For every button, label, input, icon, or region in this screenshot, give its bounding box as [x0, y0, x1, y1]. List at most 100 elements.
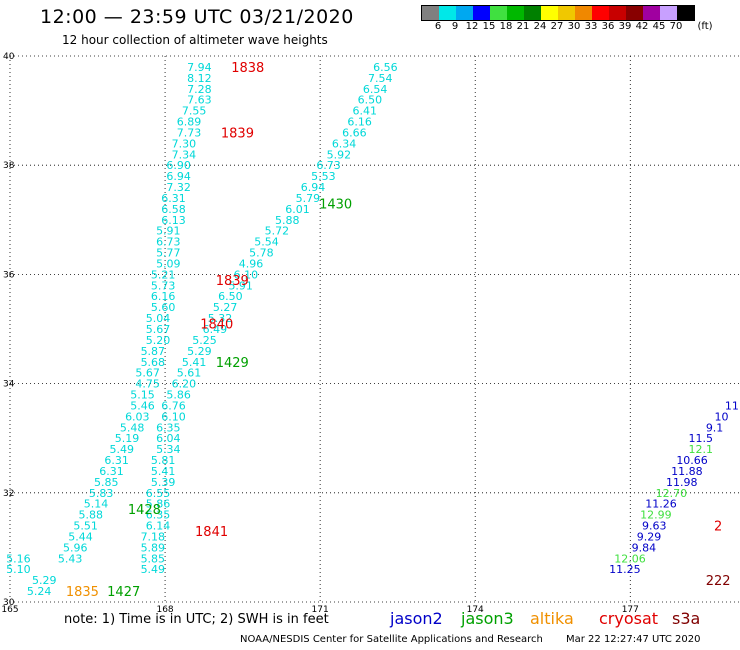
- legend-unit: (ft): [697, 21, 713, 32]
- swh-value: 5.34: [156, 443, 181, 456]
- swh-value: 5.20: [146, 334, 171, 347]
- legend-swatch: [456, 6, 473, 20]
- swh-value: 5.88: [275, 214, 300, 227]
- pass-time-label: 1838: [231, 61, 264, 76]
- legend-swatch: [473, 6, 490, 20]
- swh-value: 5.27: [213, 301, 238, 314]
- swh-value: 6.31: [104, 454, 129, 467]
- swh-value: 5.41: [151, 465, 176, 478]
- swh-value: 5.87: [141, 345, 166, 358]
- swh-value: 6.35: [156, 421, 181, 434]
- swh-value: 5.04: [146, 312, 171, 325]
- swh-value: 6.10: [161, 410, 186, 423]
- swh-value: 9.1: [706, 421, 724, 434]
- legend-label: 45: [652, 21, 666, 32]
- lat-tick-label: 36: [3, 270, 15, 280]
- swh-value: 6.50: [358, 94, 383, 107]
- swh-value: 6.16: [347, 116, 372, 129]
- legend-label: 36: [601, 21, 615, 32]
- swh-value: 5.89: [141, 541, 166, 554]
- swh-value: 5.67: [146, 323, 171, 336]
- swh-value: 10: [714, 410, 728, 423]
- pass-time-label: 2: [714, 520, 722, 535]
- swh-value: 6.94: [166, 170, 191, 183]
- legend-swatch: [626, 6, 643, 20]
- swh-value: 6.66: [342, 126, 367, 139]
- swh-value: 7.30: [172, 137, 197, 150]
- legend-label: 42: [635, 21, 649, 32]
- swh-value: 5.29: [187, 345, 212, 358]
- swh-value: 6.14: [146, 520, 171, 533]
- swh-value: 6.76: [161, 399, 186, 412]
- swh-value: 5.61: [177, 367, 202, 380]
- swh-value: 6.31: [99, 465, 124, 478]
- swh-value: 7.73: [177, 126, 202, 139]
- pass-time-label: 1841: [195, 525, 228, 540]
- legend-swatch: [609, 6, 626, 20]
- legend-swatch: [439, 6, 456, 20]
- satellite-legend-s3a: s3a: [672, 609, 701, 628]
- pass-time-label: 1427: [107, 585, 140, 600]
- legend-swatch: [558, 6, 575, 20]
- swh-value: 5.96: [63, 541, 88, 554]
- swh-value: 7.32: [166, 181, 191, 194]
- swh-value: 6.03: [125, 410, 150, 423]
- swh-value: 6.01: [285, 203, 310, 216]
- satellite-legend-altika: altika: [530, 609, 574, 628]
- pass-time-label: 222: [706, 574, 731, 589]
- lon-tick-label: 165: [1, 605, 18, 615]
- swh-value: 6.55: [146, 487, 171, 500]
- swh-value: 7.18: [141, 530, 166, 543]
- pass-time-label: 1840: [200, 318, 233, 333]
- swh-value: 6.13: [161, 214, 186, 227]
- lat-tick-label: 32: [3, 489, 14, 499]
- pass-time-label: 1428: [128, 503, 161, 518]
- swh-value: 6.49: [203, 323, 228, 336]
- swh-value: 7.34: [172, 148, 197, 161]
- swh-value: 5.29: [32, 574, 57, 587]
- legend-swatch: [575, 6, 592, 20]
- legend-label: 27: [550, 21, 564, 32]
- swh-value: 5.10: [6, 563, 31, 576]
- generated-timestamp: Mar 22 12:27:47 UTC 2020: [566, 634, 701, 645]
- swh-value: 11.88: [671, 465, 703, 478]
- swh-value: 5.72: [265, 225, 290, 238]
- swh-value: 6.10: [234, 268, 259, 281]
- satellite-legend-cryosat: cryosat: [599, 609, 659, 628]
- swh-value: 12.70: [656, 487, 688, 500]
- legend-label: 12: [465, 21, 479, 32]
- map-title: 12:00 — 23:59 UTC 03/21/2020: [40, 6, 354, 28]
- swh-value: 5.67: [135, 367, 160, 380]
- swh-value: 5.68: [141, 356, 166, 369]
- swh-value: 12.99: [640, 509, 672, 522]
- swh-value: 5.41: [182, 356, 207, 369]
- swh-value: 4.96: [239, 257, 264, 270]
- swh-value: 6.94: [301, 181, 326, 194]
- legend-label: 9: [451, 21, 459, 32]
- swh-value: 5.15: [130, 389, 155, 402]
- legend-label: 39: [618, 21, 632, 32]
- swh-value: 5.86: [146, 498, 171, 511]
- swh-value: 5.21: [151, 268, 176, 281]
- swh-value: 5.39: [151, 476, 176, 489]
- swh-value: 6.35: [146, 509, 171, 522]
- swh-value: 5.92: [327, 148, 352, 161]
- swh-value: 5.14: [84, 498, 109, 511]
- swh-value: 5.25: [192, 334, 217, 347]
- color-legend-bar: [421, 5, 695, 21]
- lat-tick-label: 30: [3, 598, 15, 608]
- swh-value: 11.25: [609, 563, 641, 576]
- swh-value: 5.60: [151, 301, 176, 314]
- swh-value: 6.58: [161, 203, 186, 216]
- pass-time-label: 1429: [216, 356, 249, 371]
- legend-label: 6: [434, 21, 442, 32]
- legend-label: 18: [499, 21, 513, 32]
- pass-time-label: 1430: [319, 197, 352, 212]
- satellite-legend-jason2: jason2: [390, 609, 443, 628]
- footnote: note: 1) Time is in UTC; 2) SWH is in fe…: [64, 612, 329, 627]
- swh-value: 6.04: [156, 432, 181, 445]
- swh-value: 5.46: [130, 399, 155, 412]
- swh-value: 5.16: [6, 552, 31, 565]
- swh-value: 5.54: [254, 236, 279, 249]
- lat-tick-label: 34: [3, 380, 15, 390]
